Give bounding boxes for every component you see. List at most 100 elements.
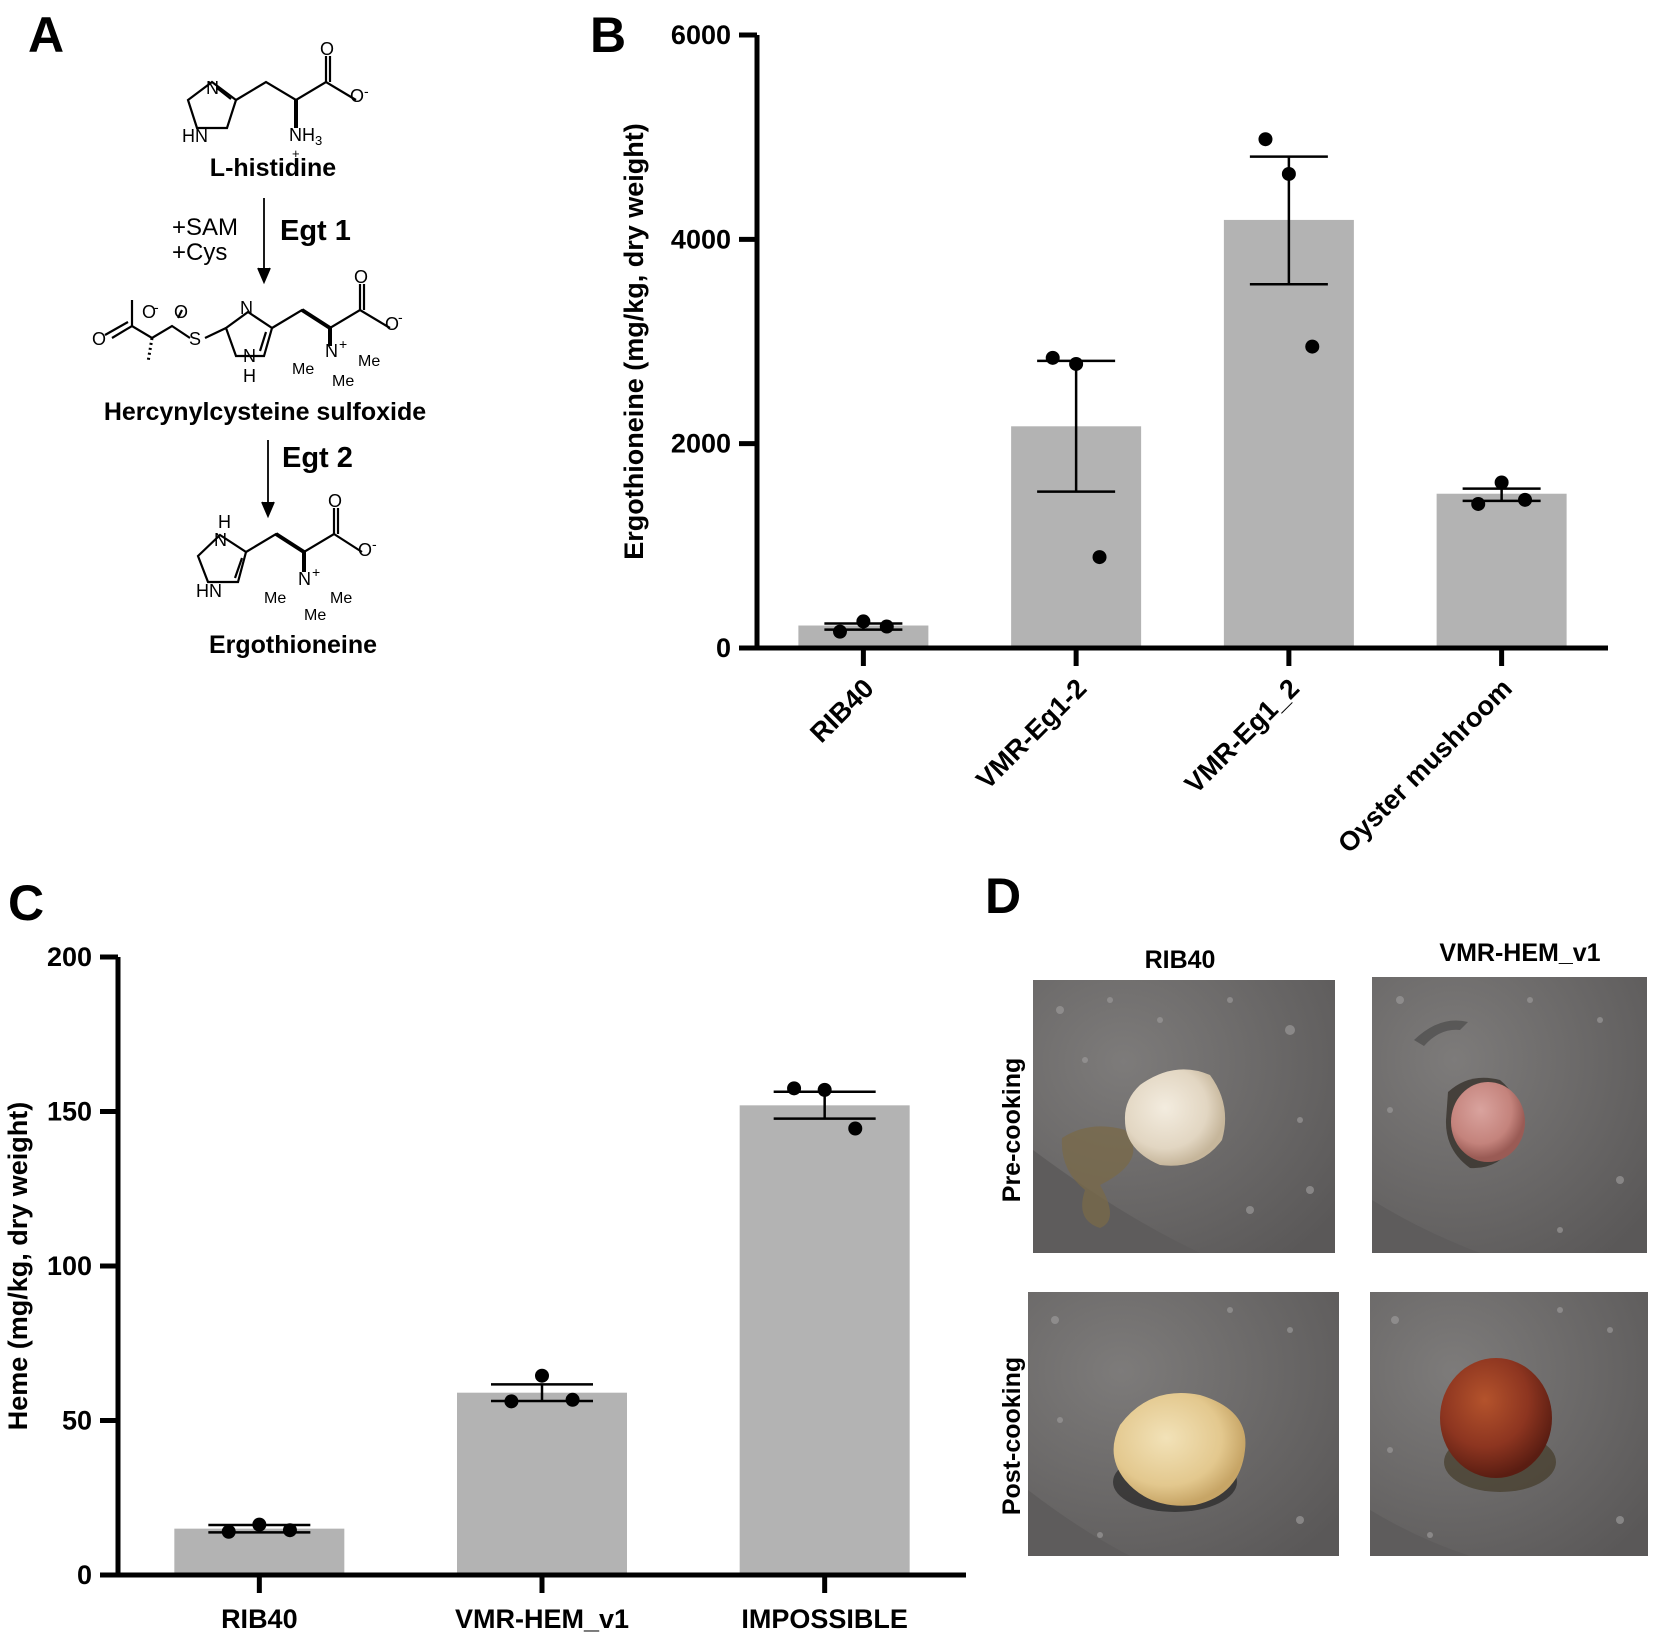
y-axis-title: Ergothioneine (mg/kg, dry weight) [619,123,649,560]
hercynyl-label: Me [332,373,354,390]
panel-letter-c: C [8,875,44,931]
x-tick-label: VMR-Eg1-2 [970,673,1092,795]
bar [1223,219,1354,648]
histidine-label: NH [289,125,315,145]
x-tick-label: RIB40 [221,1604,298,1634]
data-point [832,624,847,639]
ergo-label: O [328,491,342,511]
bar [1436,493,1567,648]
hercynyl-label: O [92,329,106,349]
step2-arrow [261,440,275,519]
histidine-label: O [350,86,364,106]
data-point [1305,339,1320,354]
histidine-label: HN [182,126,208,146]
data-point [848,1121,863,1136]
x-tick-label: VMR-Eg1_2 [1179,673,1305,799]
ergo-label: N [298,569,311,589]
data-point [565,1392,580,1407]
data-point [1092,550,1107,565]
hercynyl-label: H [243,366,256,386]
data-point [1069,356,1084,371]
ergo-label: O [358,540,372,560]
panel-d: D RIB40 VMR-HEM_v1 Pre-cooking Post-cook… [985,868,1648,1556]
x-tick-label: VMR-HEM_v1 [455,1604,629,1634]
x-tick-label: IMPOSSIBLE [741,1604,908,1634]
y-tick-label: 0 [716,633,731,663]
photo-row-label: Post-cooking [998,1357,1026,1515]
photo-hem-pre [1372,977,1647,1253]
step1-enzyme: Egt 1 [280,215,351,247]
photo-rib40-post [1028,1292,1339,1556]
hercynyl-label: Me [358,353,380,370]
ergothioneine-name: Ergothioneine [209,631,377,659]
x-tick-label: Oyster mushroom [1332,673,1518,859]
step1-arrow [257,198,271,285]
ergothioneine-structure [196,508,363,584]
ergo-label: N [214,530,227,550]
hercynyl-label: - [154,299,159,315]
y-tick-label: 0 [77,1560,92,1590]
data-point [282,1523,297,1538]
hercynyl-structure [104,284,391,363]
photo-hem-post [1370,1292,1648,1556]
photo-column-label: RIB40 [1145,946,1216,974]
hercynyl-label: - [398,309,403,325]
data-point [221,1524,236,1539]
ergo-label: H [218,512,231,532]
bar [174,1528,345,1575]
step2-enzyme: Egt 2 [282,442,353,474]
photo-column-label: VMR-HEM_v1 [1439,939,1600,967]
data-point [535,1368,549,1383]
hercynyl-label: N [243,346,256,366]
hercynyl-label: S [189,329,201,349]
bar [798,625,929,648]
histidine-label: 3 [315,133,322,148]
data-point [1518,492,1533,507]
histidine-name: L-histidine [210,154,336,182]
data-point [1471,496,1486,511]
data-point [817,1082,832,1097]
y-tick-label: 2000 [671,429,731,459]
data-point [879,619,894,634]
panel-b: B 0 2000 4000 6000 RIB40 VMR-Eg1-2 VMR-Eg1_2 Oy… [590,7,1608,859]
photo-rib40-pre [1033,980,1335,1253]
histidine-label: N [206,78,219,98]
hercynyl-label: N [325,341,338,361]
ergo-label: Me [304,607,326,624]
histidine-label: - [364,83,369,99]
panel-c: C 0 50 100 150 200 RIB40 VMR-HEM_v1 IMPOSSIBLE H… [3,875,966,1634]
y-tick-label: 6000 [671,20,731,50]
hercynyl-label: Me [292,361,314,378]
hercynyl-label: O [385,314,399,334]
bar [739,1105,910,1575]
data-point [856,614,871,629]
ergo-label: Me [264,590,286,607]
data-point [252,1517,267,1532]
x-tick-label: RIB40 [804,673,879,748]
panel-letter-b: B [590,7,626,63]
y-tick-label: 50 [62,1406,92,1436]
y-tick-label: 4000 [671,224,731,254]
data-point [1494,475,1509,490]
panel-a: A N HN O O NH 3 + - L-histidine +SAM +Cy… [28,7,426,659]
photo-row-label: Pre-cooking [998,1058,1026,1202]
data-point [1281,166,1296,181]
y-tick-label: 100 [47,1251,92,1281]
bar [457,1392,627,1575]
hercynyl-label: + [339,336,347,352]
hercynyl-label: O [142,302,156,322]
ergo-label: HN [196,581,222,601]
data-point [504,1394,519,1409]
histidine-label: + [292,146,300,161]
y-axis-title: Heme (mg/kg, dry weight) [3,1102,33,1431]
ergo-label: Me [330,590,352,607]
hercynyl-label: O [174,302,188,322]
y-tick-label: 150 [47,1097,92,1127]
hercynyl-name: Hercynylcysteine sulfoxide [104,398,426,426]
panel-letter-d: D [985,868,1021,924]
hercynyl-label: O [354,267,368,287]
histidine-structure [186,56,357,130]
chart-b: 0 2000 4000 6000 RIB40 VMR-Eg1-2 VMR-Eg1_2 Oyst… [619,20,1608,859]
chart-c: 0 50 100 150 200 RIB40 VMR-HEM_v1 IMPOSSIBLE Hem… [3,942,966,1634]
